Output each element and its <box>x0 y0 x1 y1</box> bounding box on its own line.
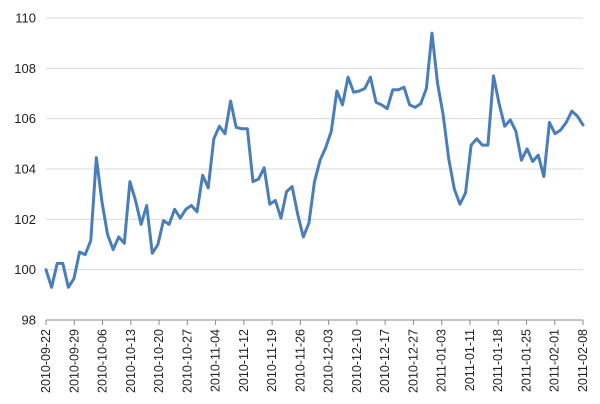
x-tick-label: 2010-12-17 <box>378 329 392 393</box>
y-tick-label: 110 <box>15 11 36 26</box>
series-line <box>44 31 585 289</box>
x-tick-label: 2010-11-19 <box>265 329 279 392</box>
x-tick-label: 2010-12-10 <box>350 329 364 393</box>
y-axis-tick-labels: 98 100 102 104 106 108 110 <box>14 11 36 328</box>
x-tick-label: 2010-11-12 <box>237 329 251 392</box>
x-tick-label: 2010-09-29 <box>67 329 81 393</box>
x-axis-tick-labels: 2010-09-22 2010-09-29 2010-10-06 2010-10-13… <box>39 329 590 393</box>
x-tick-label: 2010-10-27 <box>180 329 194 393</box>
x-tick-label: 2010-11-26 <box>293 329 307 392</box>
x-tick-label: 2010-10-06 <box>96 329 110 393</box>
y-tick-label: 104 <box>14 162 36 177</box>
y-tick-label: 106 <box>14 111 36 126</box>
y-tick-label: 100 <box>14 262 36 277</box>
x-tick-label: 2011-01-03 <box>435 329 449 392</box>
x-axis-tick-marks <box>45 320 584 325</box>
x-tick-label: 2011-02-01 <box>548 329 562 392</box>
x-tick-label: 2011-01-25 <box>519 329 533 392</box>
x-tick-label: 2010-09-22 <box>39 329 53 393</box>
x-tick-label: 2010-10-20 <box>152 329 166 393</box>
y-tick-label: 98 <box>22 313 36 328</box>
x-tick-label: 2011-01-18 <box>491 329 505 392</box>
x-tick-label: 2010-12-03 <box>322 329 336 393</box>
x-tick-label: 2011-02-08 <box>576 329 590 392</box>
x-tick-label: 2010-10-13 <box>124 329 138 393</box>
x-tick-label: 2010-11-04 <box>209 329 223 392</box>
series-group <box>44 31 585 289</box>
gridlines <box>46 17 583 271</box>
y-tick-label: 108 <box>14 61 36 76</box>
x-tick-label: 2011-01-11 <box>463 329 477 391</box>
y-tick-label: 102 <box>14 212 36 227</box>
x-tick-label: 2010-12-27 <box>406 329 420 393</box>
